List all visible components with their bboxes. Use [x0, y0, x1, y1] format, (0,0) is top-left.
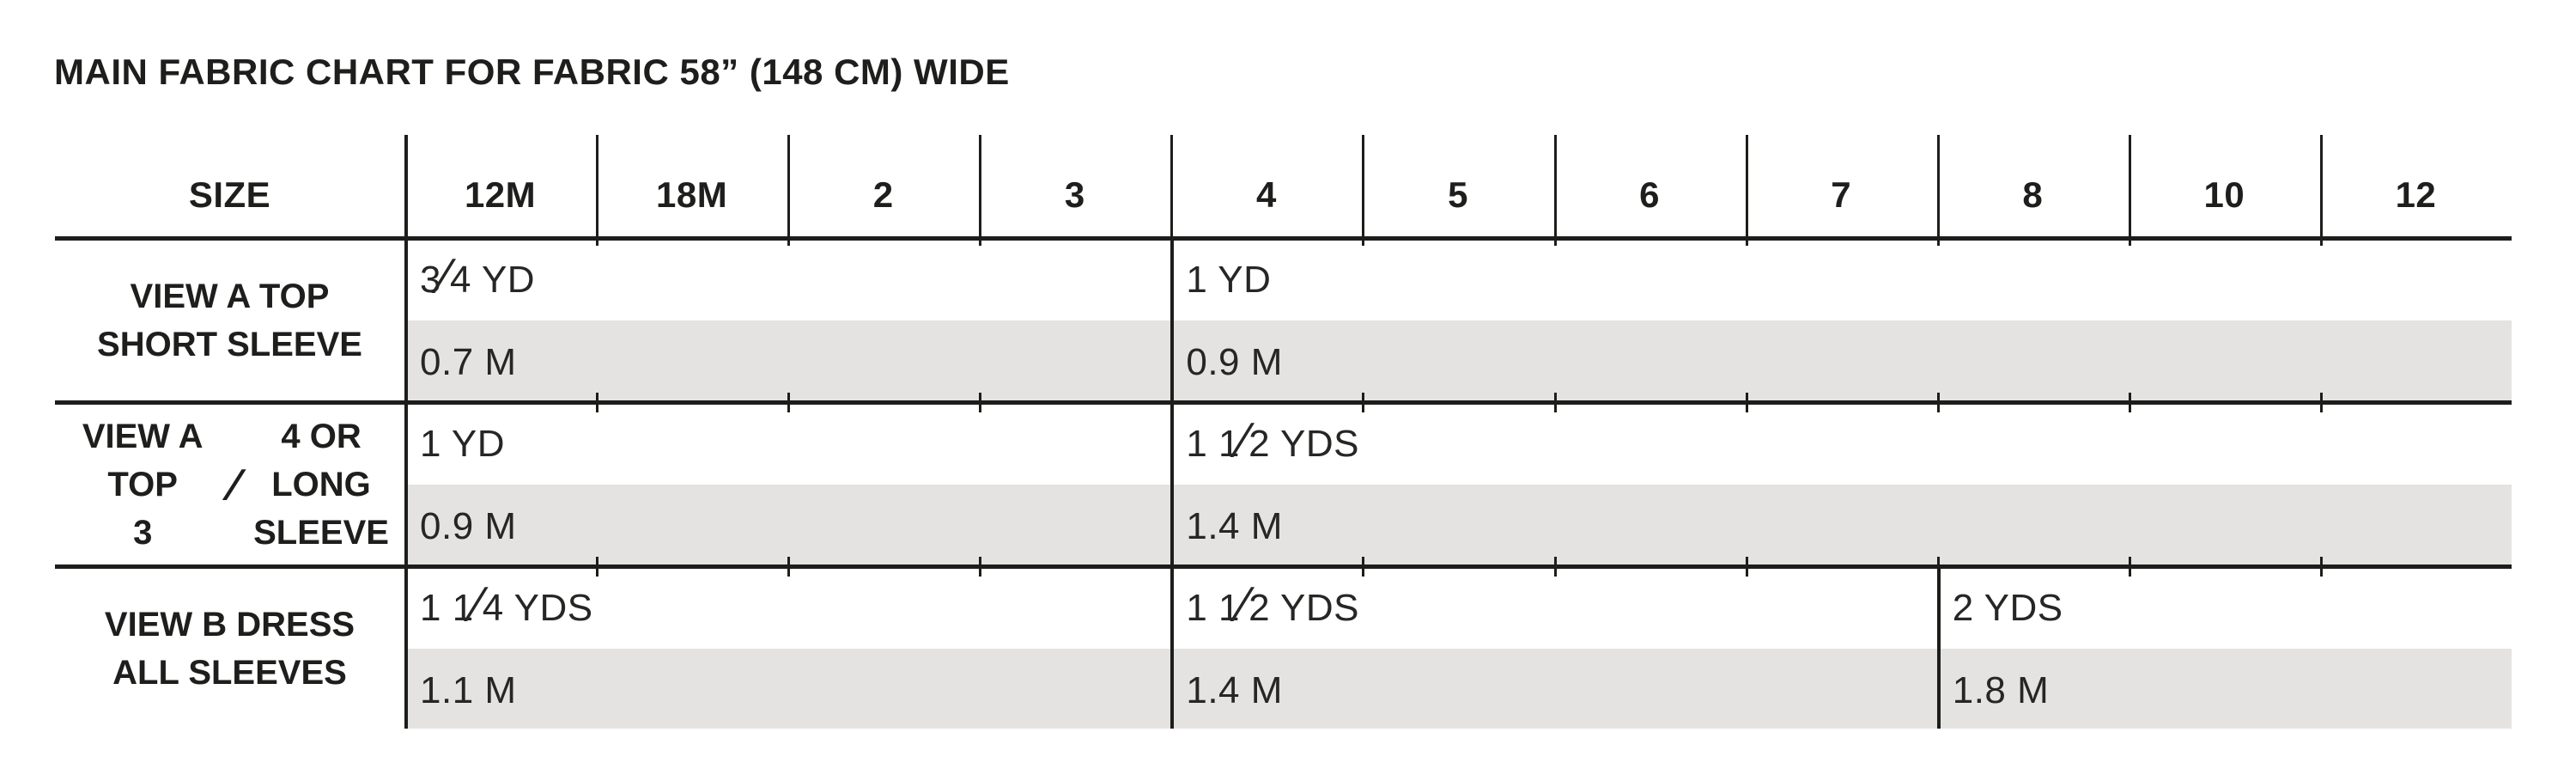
column-boundary-tick	[1745, 557, 1748, 577]
meters-value: 1.1 M	[420, 669, 517, 711]
fraction-slash: ⁄	[440, 249, 451, 305]
size-header-4: 4	[1255, 174, 1277, 215]
column-boundary-tick	[787, 393, 791, 412]
yards-value: 1 1⁄2 YDS	[1186, 413, 1359, 469]
column-boundary-tick	[596, 557, 599, 577]
meters-value: 0.9 M	[1186, 341, 1283, 383]
yardage-group-divider	[1170, 564, 1175, 729]
header-column-divider	[1745, 135, 1748, 246]
column-boundary-tick	[1362, 393, 1365, 412]
size-column-header: SIZE	[188, 174, 271, 215]
page-title: MAIN FABRIC CHART FOR FABRIC 58” (148 CM…	[54, 52, 1010, 92]
yards-value: 1 1⁄2 YDS	[1186, 577, 1359, 633]
yardage-group-divider	[1170, 236, 1175, 400]
header-column-divider	[979, 135, 982, 246]
header-column-divider	[1553, 135, 1557, 246]
fraction-slash: ⁄	[1240, 413, 1249, 469]
column-boundary-tick	[787, 557, 791, 577]
size-header-18M: 18M	[656, 174, 728, 215]
header-column-divider	[596, 135, 599, 246]
yards-value: 3⁄4 YD	[420, 249, 536, 305]
column-boundary-tick	[1745, 393, 1748, 412]
header-column-divider	[2319, 135, 2323, 246]
header-column-divider	[1170, 135, 1174, 246]
meters-value: 1.4 M	[1186, 669, 1283, 711]
fraction-slash: ⁄	[1240, 577, 1249, 633]
row-label-2: VIEW A TOP 3 ⁄ 4 OR LONG SLEEVE	[82, 418, 389, 552]
row-separator-rule	[55, 564, 2512, 569]
size-header-12: 12	[2395, 174, 2437, 215]
yards-value: 1 1⁄4 YDS	[420, 577, 593, 633]
yardage-group-divider	[1170, 400, 1175, 564]
yards-value: 2 YDS	[1952, 587, 2063, 629]
size-header-10: 10	[2203, 174, 2245, 215]
meters-value: 1.8 M	[1952, 669, 2050, 711]
yards-value: 1 YD	[1186, 259, 1272, 301]
size-header-6: 6	[1639, 174, 1660, 215]
size-header-7: 7	[1831, 174, 1852, 215]
column-boundary-tick	[979, 557, 982, 577]
header-column-divider	[2128, 135, 2131, 246]
header-rule	[55, 236, 2512, 241]
column-boundary-tick	[2319, 393, 2323, 412]
fraction-slash: ⁄	[473, 577, 483, 633]
yards-value: 1 YD	[420, 423, 506, 465]
row-label-1: VIEW A TOP SHORT SLEEVE	[97, 278, 362, 363]
header-column-divider	[1936, 135, 1940, 246]
meters-stripe-row-3	[404, 649, 2512, 729]
header-column-divider	[787, 135, 791, 246]
size-header-8: 8	[2022, 174, 2044, 215]
column-boundary-tick	[2128, 557, 2131, 577]
meters-stripe-row-2	[404, 485, 2512, 564]
meters-value: 0.9 M	[420, 505, 517, 547]
meters-value: 0.7 M	[420, 341, 517, 383]
column-boundary-tick	[596, 393, 599, 412]
row-separator-rule	[55, 400, 2512, 405]
column-boundary-tick	[1936, 393, 1940, 412]
column-boundary-tick	[1362, 557, 1365, 577]
meters-stripe-row-1	[404, 320, 2512, 400]
size-header-2: 2	[872, 174, 894, 215]
column-boundary-tick	[979, 393, 982, 412]
yardage-group-divider	[1936, 564, 1941, 729]
meters-value: 1.4 M	[1186, 505, 1283, 547]
column-boundary-tick	[2128, 393, 2131, 412]
header-column-divider	[1362, 135, 1365, 246]
column-boundary-tick	[1553, 393, 1557, 412]
column-boundary-tick	[2319, 557, 2323, 577]
size-header-3: 3	[1064, 174, 1085, 215]
size-header-5: 5	[1448, 174, 1468, 215]
column-boundary-tick	[1553, 557, 1557, 577]
size-header-12M: 12M	[464, 174, 537, 215]
size-label-column-divider	[404, 135, 408, 729]
row-label-3: VIEW B DRESS ALL SLEEVES	[104, 606, 355, 692]
